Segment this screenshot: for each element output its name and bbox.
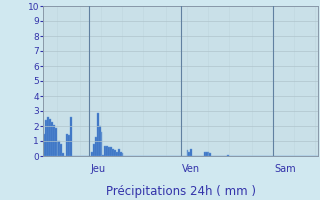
Bar xyxy=(57,141,59,156)
Bar xyxy=(70,117,72,156)
Text: Jeu: Jeu xyxy=(91,164,106,174)
Bar xyxy=(93,144,95,156)
Bar xyxy=(100,132,102,156)
Text: Ven: Ven xyxy=(182,164,201,174)
Bar xyxy=(62,153,64,156)
Bar xyxy=(112,148,114,156)
Bar xyxy=(122,153,124,156)
Bar xyxy=(118,148,120,156)
Bar xyxy=(59,141,60,156)
Bar xyxy=(208,152,210,156)
Bar xyxy=(60,144,62,156)
Text: Précipitations 24h ( mm ): Précipitations 24h ( mm ) xyxy=(106,185,256,198)
Bar xyxy=(97,112,99,156)
Bar xyxy=(227,154,228,156)
Bar xyxy=(66,134,68,156)
Text: Sam: Sam xyxy=(274,164,296,174)
Bar xyxy=(114,150,116,156)
Bar xyxy=(108,147,110,156)
Bar xyxy=(45,120,47,156)
Bar xyxy=(110,147,112,156)
Bar xyxy=(43,134,45,156)
Bar xyxy=(206,152,208,156)
Bar xyxy=(120,152,122,156)
Bar xyxy=(102,154,104,156)
Bar xyxy=(91,152,93,156)
Bar xyxy=(99,126,100,156)
Bar xyxy=(51,121,53,156)
Bar xyxy=(210,153,212,156)
Bar xyxy=(95,136,97,156)
Bar xyxy=(55,128,57,156)
Bar xyxy=(104,146,106,156)
Bar xyxy=(49,118,51,156)
Bar xyxy=(116,152,118,156)
Bar xyxy=(53,124,55,156)
Bar xyxy=(204,152,206,156)
Bar xyxy=(106,146,108,156)
Bar xyxy=(190,148,192,156)
Bar xyxy=(47,117,49,156)
Bar xyxy=(68,135,70,156)
Bar xyxy=(188,152,190,156)
Bar xyxy=(187,150,188,156)
